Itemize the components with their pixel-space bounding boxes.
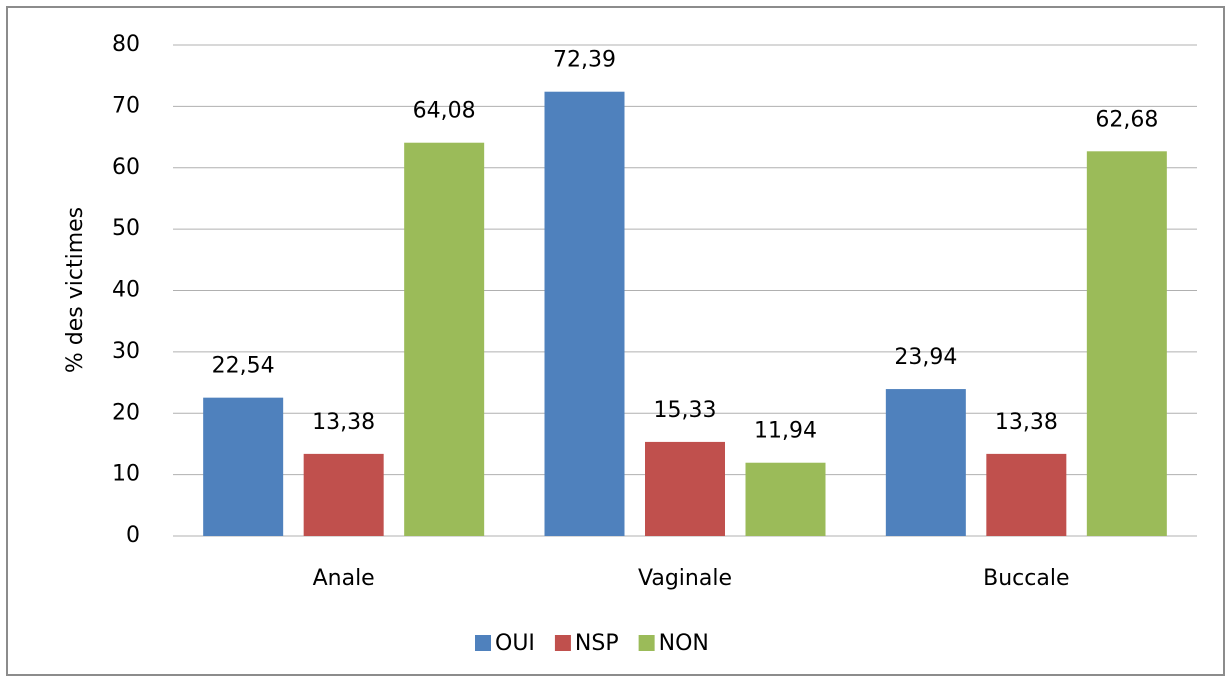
y-tick-label: 30 [112,339,140,364]
legend-label: NON [659,631,709,656]
data-label: 13,38 [995,410,1058,435]
x-tick-label: Vaginale [638,566,732,591]
y-tick-label: 40 [112,278,140,303]
data-label: 22,54 [212,354,275,379]
legend-label: NSP [575,631,619,656]
data-label: 72,39 [553,48,616,73]
y-tick-label: 10 [112,462,140,487]
bar [986,453,1067,536]
y-tick-label: 70 [112,93,140,118]
data-label: 64,08 [413,99,476,124]
legend-swatch [638,635,655,651]
data-label: 13,38 [312,410,375,435]
bar [203,397,284,536]
data-label: 15,33 [654,398,717,423]
data-label: 62,68 [1095,107,1158,132]
bar [645,441,725,536]
y-tick-label: 20 [112,400,140,425]
bar [1086,151,1167,536]
data-label: 11,94 [754,419,817,444]
y-tick-label: 80 [112,32,140,57]
y-tick-label: 0 [126,523,140,548]
y-axis-title: % des victimes [63,207,88,373]
data-label: 23,94 [894,345,957,370]
bar [745,462,826,536]
bar [885,389,966,536]
x-tick-label: Anale [313,566,375,591]
y-tick-label: 50 [112,216,140,241]
bar [544,91,625,537]
legend-swatch [475,635,491,651]
bar [404,142,485,537]
legend-swatch [554,635,571,651]
bar [303,453,384,536]
legend-label: OUI [495,631,535,656]
y-tick-label: 60 [112,155,140,180]
x-tick-label: Buccale [983,566,1069,591]
